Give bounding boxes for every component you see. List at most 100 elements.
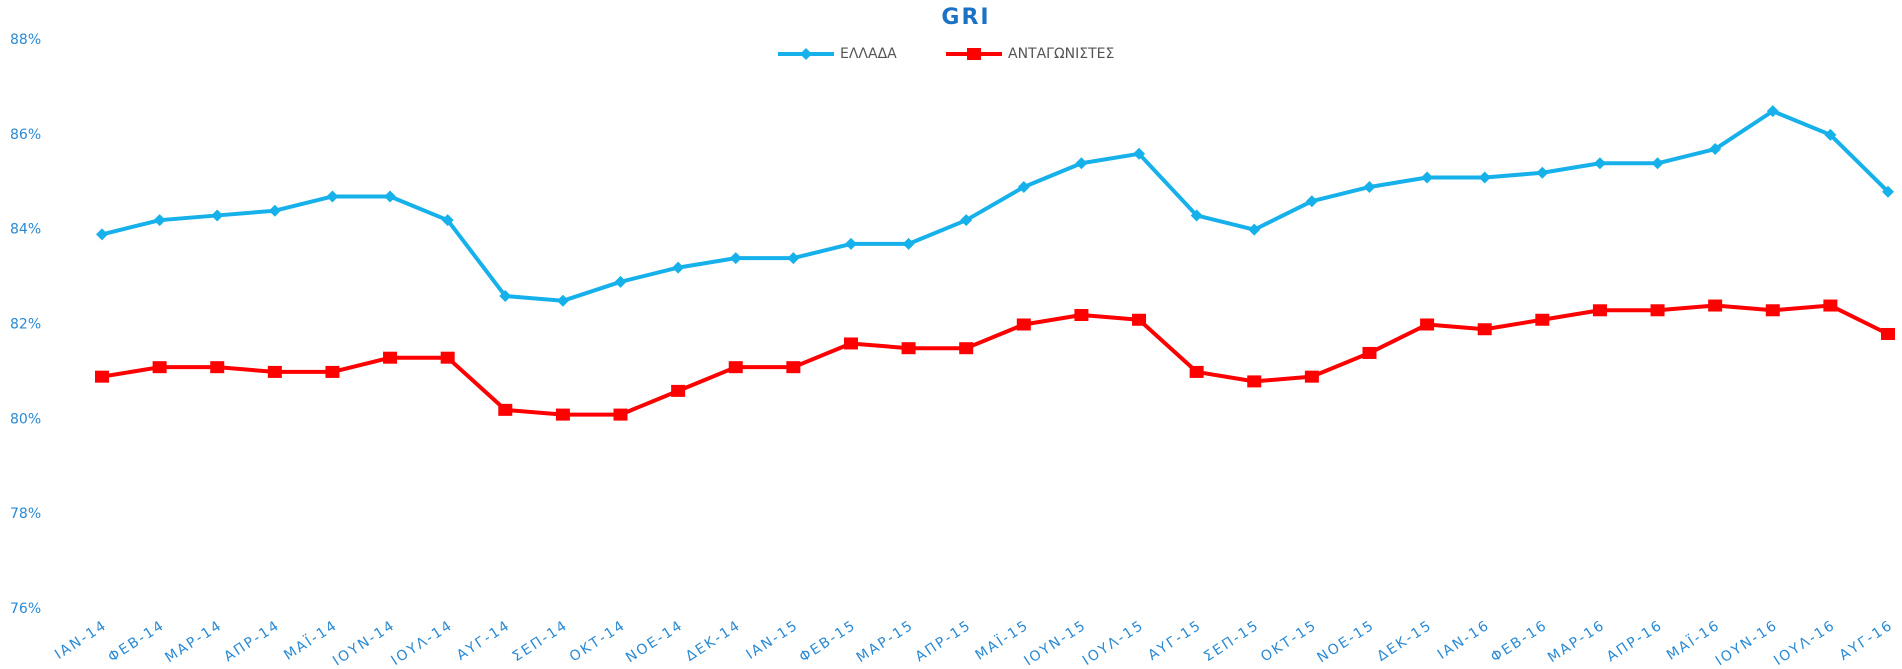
point [902,237,915,250]
point [1766,105,1779,118]
point [383,351,398,364]
x-tick-label: ΣΕΠ-14 [510,617,572,665]
point [729,252,742,265]
point [844,237,857,250]
point [268,204,281,217]
point [1304,370,1319,383]
point [728,361,743,374]
y-tick-label: 86% [10,127,41,143]
point [1709,143,1722,156]
point [1823,299,1838,312]
x-tick-label: ΙΟΥΝ-15 [1021,617,1089,665]
x-tick-label: ΙΑΝ-16 [1435,617,1493,663]
point [1421,171,1434,184]
point [95,370,109,383]
point [672,261,685,274]
x-tick-label: ΙΟΥΛ-16 [1771,617,1839,665]
x-tick-label: ΟΚΤ-14 [567,617,629,665]
point [267,365,282,378]
point [671,384,686,397]
point [614,275,627,288]
x-tick-label: ΙΟΥΝ-16 [1713,617,1781,665]
x-tick-label: ΑΠΡ-15 [913,617,975,665]
x-tick-label: ΝΟΕ-14 [623,617,686,665]
x-tick-label: ΙΟΥΝ-14 [330,617,398,665]
point [211,209,224,222]
x-tick-label: ΙΑΝ-14 [52,617,110,663]
point [1881,327,1895,340]
point [901,342,916,355]
x-tick-label: ΙΟΥΛ-14 [388,617,456,665]
x-tick-label: ΣΕΠ-15 [1201,617,1263,665]
x-tick-label: ΑΥΓ-15 [1145,617,1205,664]
point [1535,313,1550,326]
x-tick-label: ΜΑΡ-15 [854,617,917,665]
y-tick-label: 88% [10,32,41,48]
point [1650,304,1665,317]
point [96,228,108,241]
point [1593,157,1606,170]
point [1651,157,1664,170]
point [1478,171,1491,184]
point [441,214,454,227]
point [210,361,225,374]
point [1362,346,1377,359]
point [1477,323,1492,336]
x-tick-label: ΑΠΡ-14 [221,617,283,665]
y-tick-label: 76% [10,601,41,617]
point [786,361,801,374]
y-tick-label: 82% [10,317,41,333]
point [800,48,812,60]
point [1133,147,1146,160]
point [1305,195,1318,208]
x-tick-label: ΟΚΤ-15 [1258,617,1320,665]
point [613,408,628,421]
point [1190,209,1203,222]
x-tick-label: ΝΟΕ-15 [1314,617,1377,665]
point [843,337,858,350]
point [153,214,166,227]
legend-label: ΕΛΛΑΔΑ [840,46,897,62]
y-tick-label: 78% [10,506,41,522]
x-tick-label: ΦΕΒ-14 [105,617,168,665]
point [1765,304,1780,317]
point [1882,185,1894,198]
point [787,252,800,265]
series-line [101,303,1889,417]
y-tick-label: 80% [10,411,41,427]
point [499,290,512,303]
series-line [101,109,1890,303]
point [384,190,397,203]
point [1536,166,1549,179]
chart-title: GRI [941,5,990,30]
point [440,351,455,364]
point [1420,318,1435,331]
point [967,48,981,60]
point [1189,365,1204,378]
point [1824,128,1837,141]
point [1074,309,1089,322]
x-tick-label: ΔΕΚ-14 [683,617,744,664]
x-tick-label: ΦΕΒ-15 [797,617,860,665]
point [326,190,339,203]
point [556,294,569,307]
point [1363,180,1376,193]
point [1708,299,1723,312]
point [960,214,973,227]
x-tick-label: ΑΥΓ-16 [1837,617,1897,664]
point [959,342,974,355]
x-tick-label: ΑΥΓ-14 [454,617,514,664]
point [555,408,570,421]
x-tick-label: ΑΠΡ-16 [1604,617,1666,665]
y-tick-label: 84% [10,222,41,238]
x-tick-label: ΦΕΒ-16 [1488,617,1551,665]
point [1132,313,1147,326]
point [1075,157,1088,170]
point [152,361,167,374]
point [1247,375,1262,388]
point [325,365,340,378]
x-tick-label: ΙΑΝ-15 [743,617,801,663]
legend-label: ΑΝΤΑΓΩΝΙΣΤΕΣ [1008,46,1114,62]
x-tick-label: ΙΟΥΛ-15 [1080,617,1148,665]
